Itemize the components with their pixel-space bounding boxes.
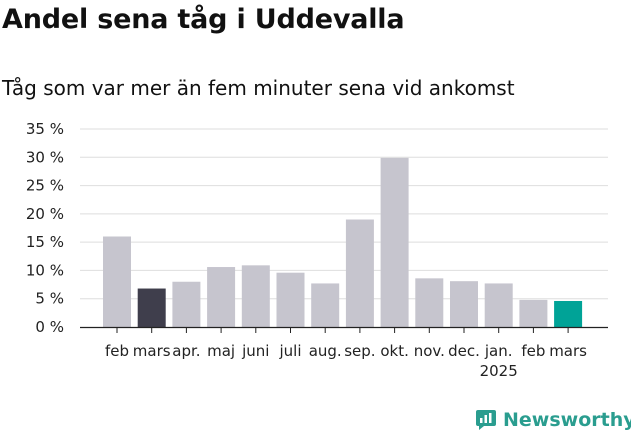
- bar: [380, 157, 409, 327]
- x-tick-label: dec.: [448, 342, 480, 360]
- x-tick-label: feb: [105, 342, 129, 360]
- bar: [345, 219, 374, 327]
- bar: [554, 300, 583, 327]
- bar: [519, 299, 548, 327]
- x-tick-label: maj: [207, 342, 235, 360]
- x-tick-label: juli: [278, 342, 301, 360]
- bar: [137, 288, 166, 327]
- x-tick-label: mars: [133, 342, 171, 360]
- x-tick-label: aug.: [309, 342, 342, 360]
- brand: Newsworthy: [475, 409, 631, 431]
- x-tick-label: sep.: [344, 342, 375, 360]
- bar: [311, 283, 340, 327]
- y-tick-label: 35 %: [26, 120, 64, 138]
- y-tick-label: 10 %: [26, 261, 64, 279]
- x-tick-label: apr.: [172, 342, 200, 360]
- x-tick-label: mars: [549, 342, 587, 360]
- y-tick-label: 30 %: [26, 148, 64, 166]
- brand-name: Newsworthy: [503, 409, 631, 431]
- chart-subtitle: Tåg som var mer än fem minuter sena vid …: [2, 76, 515, 100]
- newsworthy-logo-icon: [476, 410, 496, 430]
- x-tick-label: feb: [521, 342, 545, 360]
- x-tick-label: okt.: [380, 342, 409, 360]
- bar: [207, 267, 236, 327]
- x-tick-label: nov.: [414, 342, 445, 360]
- y-tick-label: 5 %: [35, 290, 64, 308]
- y-tick-label: 15 %: [26, 233, 64, 251]
- bar: [172, 281, 201, 327]
- x-tick-label: juni: [241, 342, 269, 360]
- x-year-label: 2025: [480, 362, 518, 380]
- x-tick-label: jan.: [484, 342, 513, 360]
- bar: [241, 265, 270, 327]
- bar: [276, 272, 305, 327]
- bar: [415, 278, 444, 327]
- chart-title: Andel sena tåg i Uddevalla: [2, 4, 405, 35]
- y-tick-label: 0 %: [35, 318, 64, 336]
- bar: [103, 236, 131, 327]
- bar: [450, 281, 478, 327]
- y-tick-label: 20 %: [26, 205, 64, 223]
- y-tick-label: 25 %: [26, 177, 64, 195]
- bar: [484, 283, 513, 327]
